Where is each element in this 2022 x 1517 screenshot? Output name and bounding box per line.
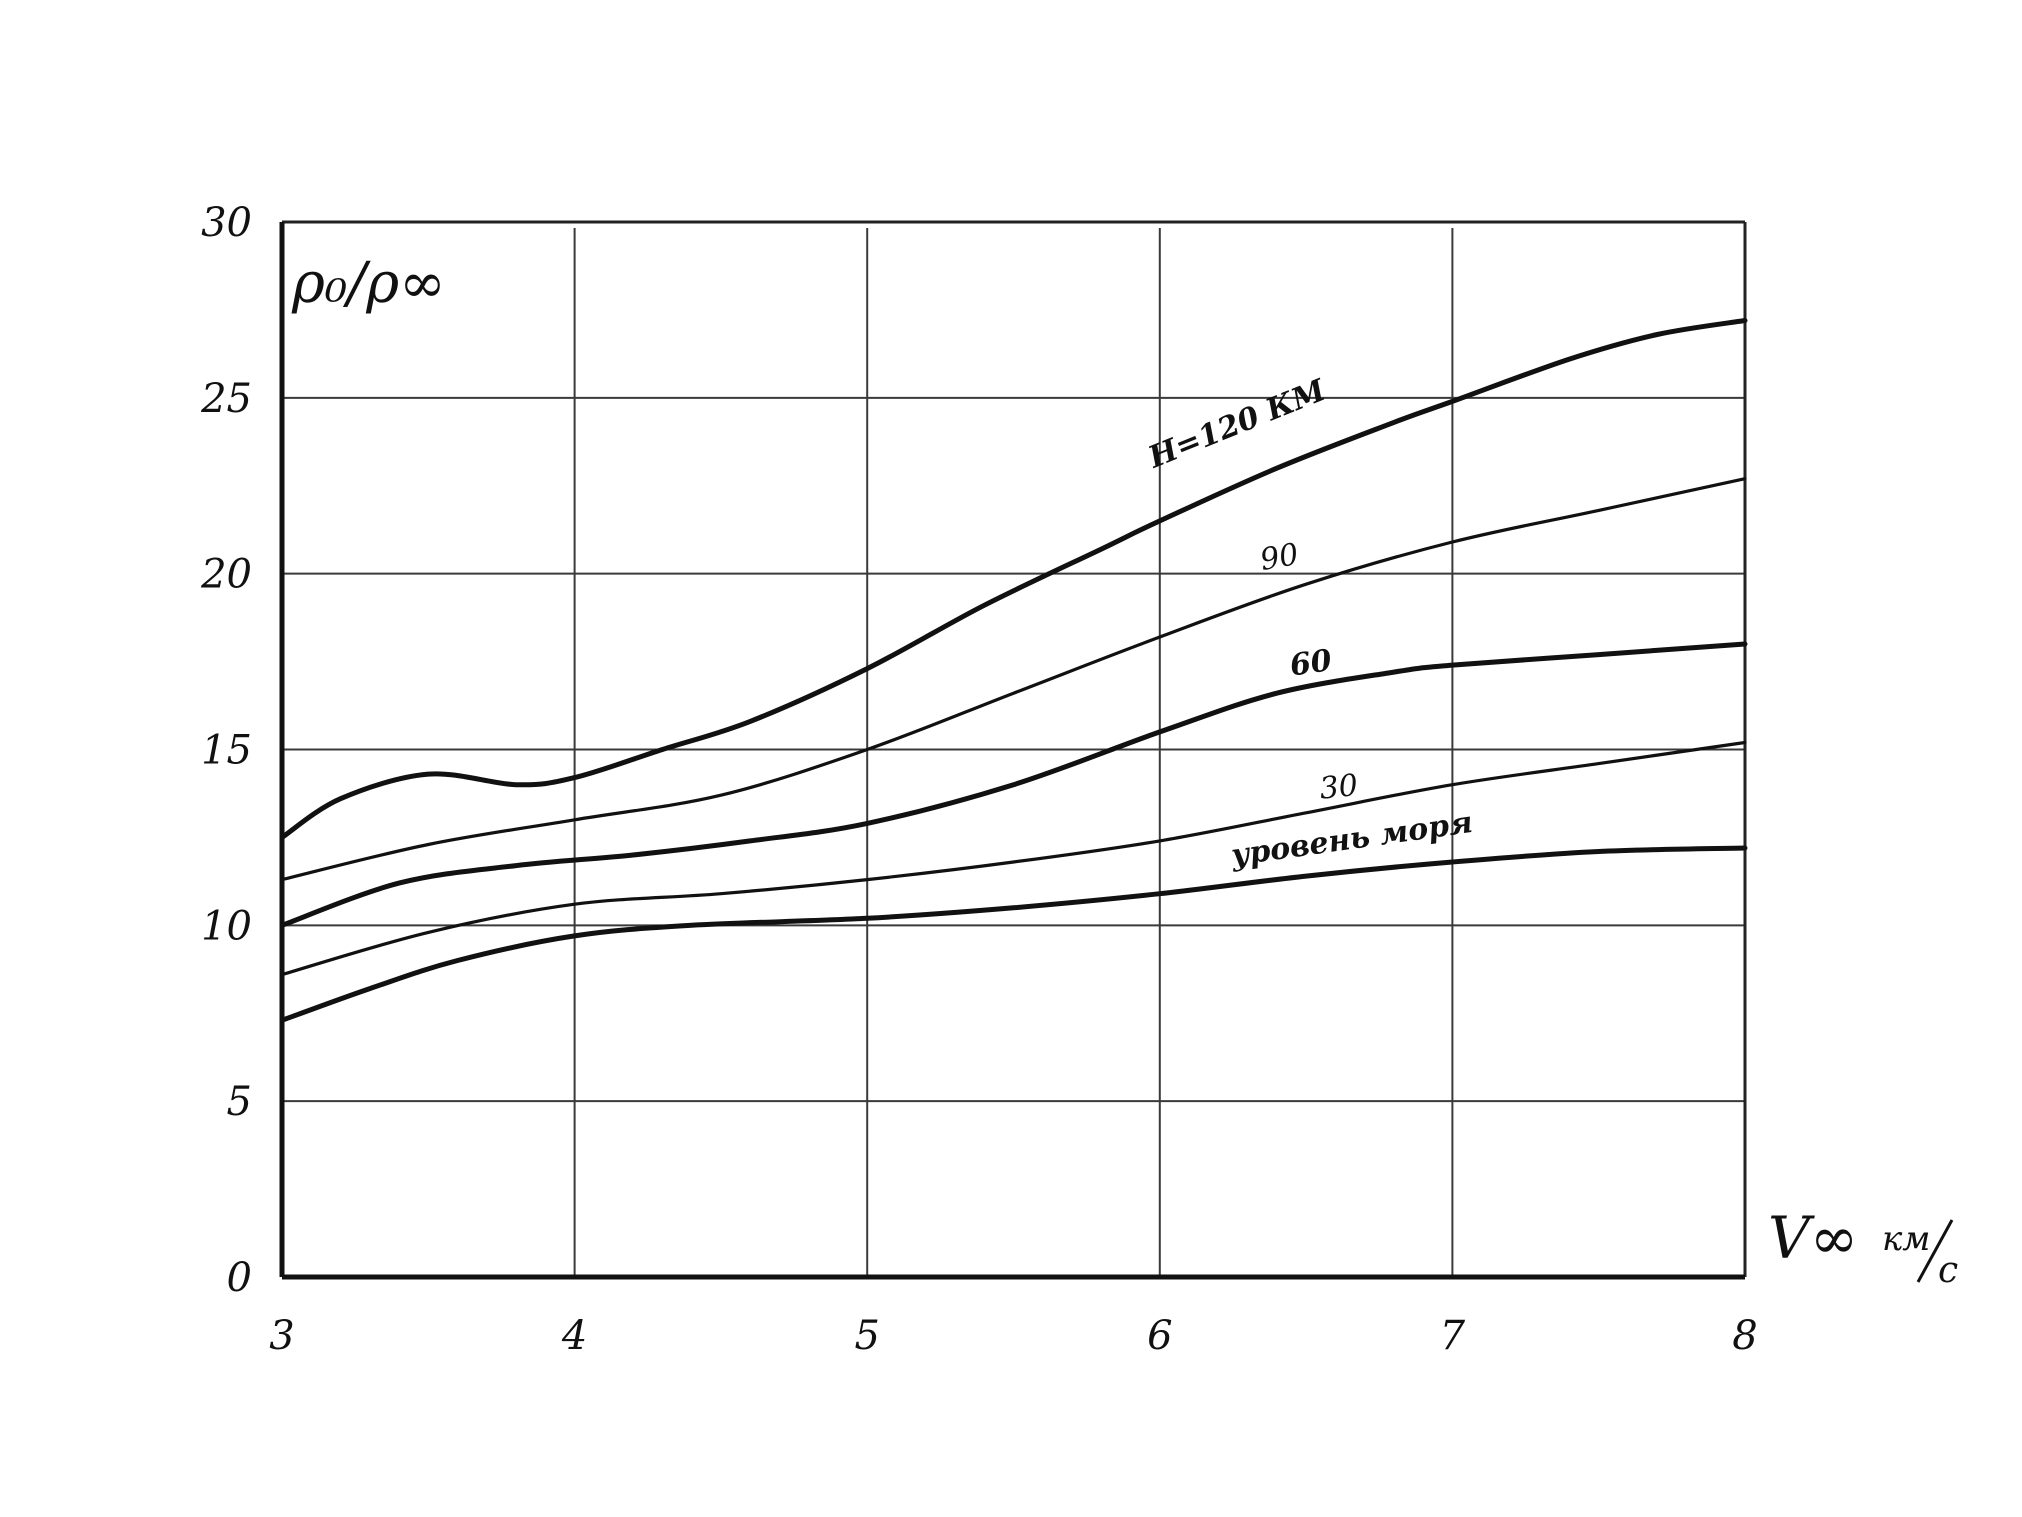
plot-frame <box>279 220 1747 1280</box>
series-3-line <box>280 740 1747 977</box>
y-tick-label-15: 15 <box>201 728 252 774</box>
series-4-line <box>279 845 1748 1023</box>
series-3-label: 30 <box>1318 768 1360 807</box>
y-tick-label-25: 25 <box>200 376 252 422</box>
y-tick-label-30: 30 <box>201 200 252 246</box>
x-tick-label-8: 8 <box>1732 1313 1757 1359</box>
x-tick-label-6: 6 <box>1147 1313 1172 1359</box>
x-axis-label-main: V∞ <box>1768 1204 1858 1272</box>
series-2-line <box>279 641 1748 928</box>
tick-labels: 3 4 5 6 7 8 0 5 10 15 20 25 30 <box>200 200 1758 1359</box>
y-tick-label-20: 20 <box>200 552 252 598</box>
x-axis-unit-top: км <box>1882 1219 1931 1259</box>
x-axis-unit-bottom: с <box>1938 1250 1958 1291</box>
series-1-label: 90 <box>1258 537 1302 578</box>
x-axis-label: V∞ км с <box>1768 1204 1958 1291</box>
series-1-line <box>280 477 1747 882</box>
x-tick-label-5: 5 <box>854 1313 879 1359</box>
y-tick-label-0: 0 <box>227 1255 252 1301</box>
series-2-label: 60 <box>1288 643 1334 683</box>
y-tick-label-5: 5 <box>227 1079 252 1125</box>
y-axis-label: ρ₀/ρ∞ <box>291 251 446 316</box>
x-axis-unit-slash <box>1916 1219 1954 1283</box>
x-tick-label-3: 3 <box>269 1313 294 1359</box>
series-0-line <box>279 318 1748 840</box>
y-tick-label-10: 10 <box>201 903 252 949</box>
series-0-label: H=120 КМ <box>1143 373 1331 476</box>
grid <box>282 228 1745 1277</box>
x-tick-label-4: 4 <box>561 1313 587 1359</box>
x-tick-label-7: 7 <box>1440 1313 1466 1359</box>
